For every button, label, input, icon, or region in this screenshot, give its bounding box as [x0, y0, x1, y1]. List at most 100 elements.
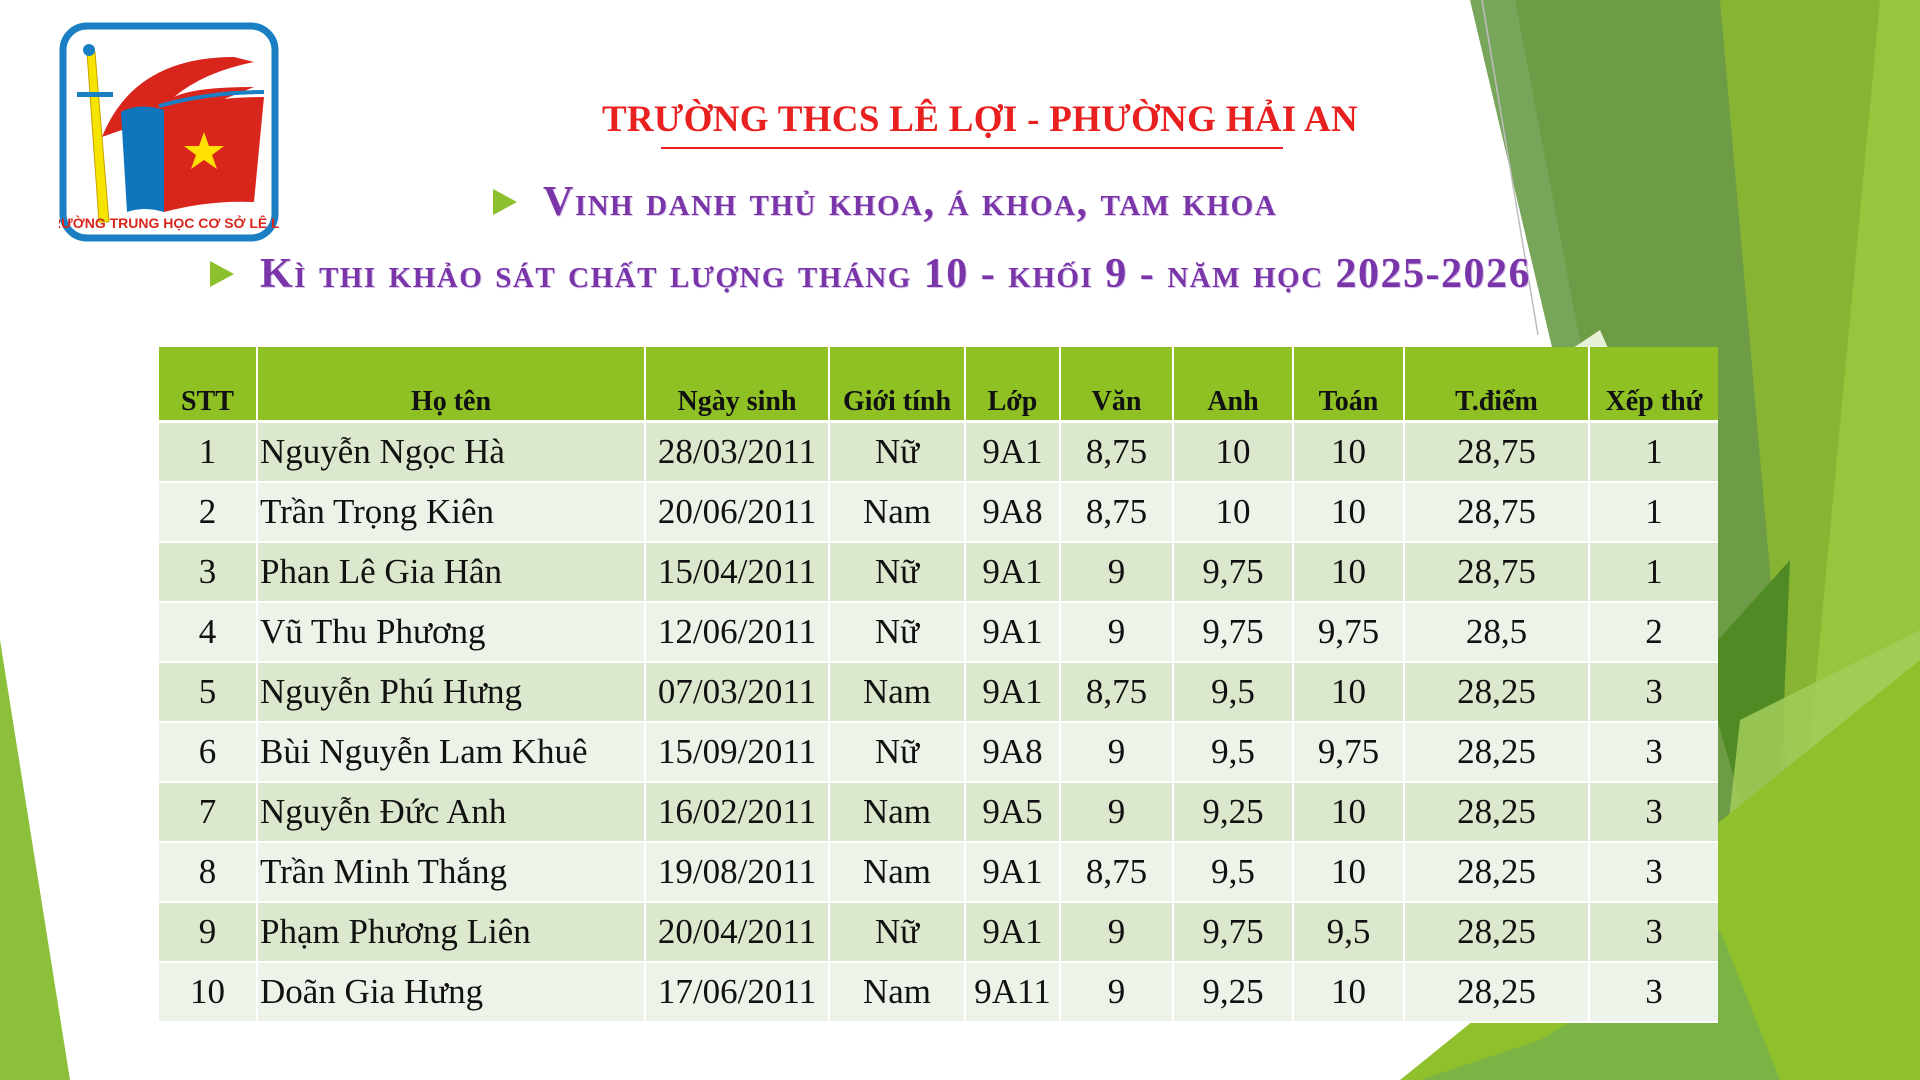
cell-math: 10 — [1292, 782, 1404, 843]
cell-gender: Nữ — [828, 902, 965, 963]
cell-total: 28,25 — [1403, 782, 1589, 843]
column-header-dob: Ngày sinh — [644, 347, 829, 423]
cell-class: 9A8 — [964, 482, 1060, 543]
cell-gender: Nam — [828, 482, 965, 543]
cell-english: 9,75 — [1172, 602, 1293, 663]
cell-dob: 15/04/2011 — [644, 542, 829, 603]
cell-name: Phạm Phương Liên — [256, 902, 645, 963]
cell-stt: 1 — [159, 421, 257, 483]
cell-name: Trần Minh Thắng — [256, 842, 645, 903]
cell-total: 28,75 — [1403, 421, 1589, 483]
cell-rank: 2 — [1588, 602, 1718, 663]
cell-english: 10 — [1172, 482, 1293, 543]
column-header-total: T.điểm — [1403, 347, 1589, 423]
cell-english: 9,5 — [1172, 722, 1293, 783]
cell-name: Phan Lê Gia Hân — [256, 542, 645, 603]
cell-stt: 10 — [159, 962, 257, 1023]
table-row: 9 Phạm Phương Liên 20/04/2011 Nữ 9A1 9 9,75 9,5… — [159, 902, 1718, 963]
column-header-math: Toán — [1292, 347, 1404, 423]
table-row: 8 Trần Minh Thắng 19/08/2011 Nam 9A1 8,75 9,5 1… — [159, 842, 1718, 903]
cell-rank: 3 — [1588, 842, 1718, 903]
cell-name: Trần Trọng Kiên — [256, 482, 645, 543]
cell-dob: 20/04/2011 — [644, 902, 829, 963]
cell-literature: 8,75 — [1059, 842, 1173, 903]
cell-dob: 28/03/2011 — [644, 421, 829, 483]
subtitle-exam: Kì thi khảo sát chất lượng tháng 10 - kh… — [210, 250, 1531, 298]
column-header-class: Lớp — [964, 347, 1060, 423]
honor-table: STT Họ tên Ngày sinh Giới tính Lớp Văn Anh Toán… — [159, 347, 1718, 1023]
cell-name: Bùi Nguyễn Lam Khuê — [256, 722, 645, 783]
cell-total: 28,25 — [1403, 962, 1589, 1023]
cell-gender: Nữ — [828, 421, 965, 483]
cell-math: 10 — [1292, 962, 1404, 1023]
column-header-gender: Giới tính — [828, 347, 965, 423]
subtitle-exam-text: Kì thi khảo sát chất lượng tháng 10 - kh… — [260, 251, 1532, 297]
cell-name: Doãn Gia Hưng — [256, 962, 645, 1023]
cell-name: Vũ Thu Phương — [256, 602, 645, 663]
cell-gender: Nam — [828, 662, 965, 723]
cell-class: 9A1 — [964, 602, 1060, 663]
cell-rank: 1 — [1588, 542, 1718, 603]
cell-math: 10 — [1292, 842, 1404, 903]
cell-class: 9A1 — [964, 662, 1060, 723]
cell-class: 9A1 — [964, 542, 1060, 603]
cell-dob: 16/02/2011 — [644, 782, 829, 843]
school-name: TRƯỜNG THCS LÊ LỢI - PHƯỜNG HẢI AN — [601, 99, 1359, 140]
cell-math: 9,75 — [1292, 602, 1404, 663]
cell-name: Nguyễn Ngọc Hà — [256, 421, 645, 483]
cell-rank: 3 — [1588, 962, 1718, 1023]
cell-name: Nguyễn Phú Hưng — [256, 662, 645, 723]
cell-dob: 15/09/2011 — [644, 722, 829, 783]
cell-stt: 8 — [159, 842, 257, 903]
cell-dob: 07/03/2011 — [644, 662, 829, 723]
triangle-bullet-icon — [210, 261, 234, 287]
cell-literature: 9 — [1059, 542, 1173, 603]
cell-rank: 3 — [1588, 902, 1718, 963]
cell-stt: 2 — [159, 482, 257, 543]
cell-stt: 5 — [159, 662, 257, 723]
subtitle-honor-text: Vinh danh thủ khoa, á khoa, tam khoa — [543, 179, 1278, 225]
table-row: 10 Doãn Gia Hưng 17/06/2011 Nam 9A11 9 9,25 10 2… — [159, 962, 1718, 1023]
cell-literature: 8,75 — [1059, 421, 1173, 483]
school-logo: TRƯỜNG TRUNG HỌC CƠ SỞ LÊ LỢI — [59, 22, 279, 242]
cell-total: 28,75 — [1403, 542, 1589, 603]
cell-math: 10 — [1292, 542, 1404, 603]
cell-total: 28,25 — [1403, 902, 1589, 963]
cell-gender: Nam — [828, 782, 965, 843]
cell-math: 10 — [1292, 482, 1404, 543]
cell-rank: 3 — [1588, 782, 1718, 843]
cell-class: 9A5 — [964, 782, 1060, 843]
cell-total: 28,75 — [1403, 482, 1589, 543]
cell-class: 9A8 — [964, 722, 1060, 783]
cell-english: 9,75 — [1172, 542, 1293, 603]
cell-english: 9,5 — [1172, 842, 1293, 903]
cell-math: 9,75 — [1292, 722, 1404, 783]
table-row: 2 Trần Trọng Kiên 20/06/2011 Nam 9A8 8,75 10 10… — [159, 482, 1718, 543]
table-header-row: STT Họ tên Ngày sinh Giới tính Lớp Văn Anh Toán… — [159, 347, 1718, 423]
cell-gender: Nữ — [828, 722, 965, 783]
cell-rank: 1 — [1588, 482, 1718, 543]
cell-stt: 9 — [159, 902, 257, 963]
cell-literature: 9 — [1059, 722, 1173, 783]
column-header-stt: STT — [159, 347, 257, 423]
cell-gender: Nam — [828, 842, 965, 903]
cell-gender: Nữ — [828, 602, 965, 663]
cell-math: 9,5 — [1292, 902, 1404, 963]
cell-gender: Nam — [828, 962, 965, 1023]
cell-class: 9A1 — [964, 842, 1060, 903]
cell-dob: 12/06/2011 — [644, 602, 829, 663]
cell-dob: 19/08/2011 — [644, 842, 829, 903]
cell-gender: Nữ — [828, 542, 965, 603]
cell-literature: 9 — [1059, 782, 1173, 843]
cell-rank: 3 — [1588, 722, 1718, 783]
column-header-rank: Xếp thứ — [1588, 347, 1718, 423]
column-header-english: Anh — [1172, 347, 1293, 423]
cell-literature: 9 — [1059, 902, 1173, 963]
cell-english: 9,25 — [1172, 962, 1293, 1023]
cell-total: 28,25 — [1403, 722, 1589, 783]
cell-literature: 8,75 — [1059, 482, 1173, 543]
triangle-bullet-icon — [493, 189, 517, 215]
subtitle-honor: Vinh danh thủ khoa, á khoa, tam khoa — [493, 178, 1277, 226]
cell-literature: 8,75 — [1059, 662, 1173, 723]
table-row: 5 Nguyễn Phú Hưng 07/03/2011 Nam 9A1 8,75 9,5 1… — [159, 662, 1718, 723]
